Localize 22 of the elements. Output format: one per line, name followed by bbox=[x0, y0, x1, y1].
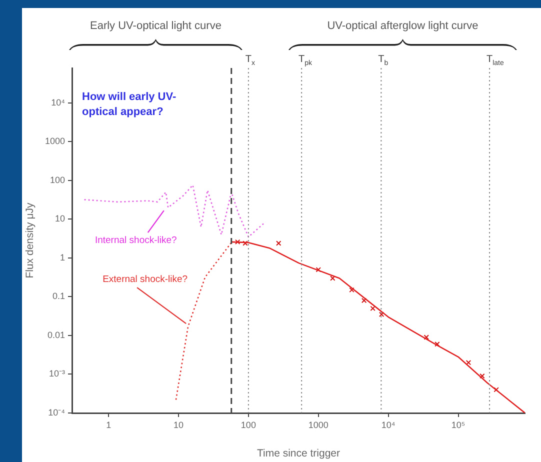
y-tick-label: 10 bbox=[54, 214, 65, 224]
x-axis-title: Time since trigger bbox=[256, 448, 341, 460]
y-axis-title: Flux density μJy bbox=[24, 202, 36, 278]
y-tick-label: 100 bbox=[50, 174, 65, 185]
x-tick-label: 1 bbox=[106, 420, 112, 430]
y-tick-label: 0.01 bbox=[47, 330, 65, 340]
y-tick-label: 10⁻³ bbox=[48, 368, 65, 379]
y-tick-label: 1000 bbox=[44, 136, 65, 146]
x-tick-label: 1000 bbox=[308, 420, 328, 430]
text: Early UV-optical light curve bbox=[90, 20, 222, 32]
x-tick-label: 10⁵ bbox=[451, 420, 466, 430]
y-tick-label: 10⁴ bbox=[51, 97, 66, 108]
annotation: External shock-like? bbox=[102, 274, 188, 286]
text: UV-optical afterglow light curve bbox=[327, 20, 478, 32]
x-tick-label: 100 bbox=[240, 420, 256, 430]
y-tick-label: 1 bbox=[60, 252, 65, 262]
y-tick-label: 10⁻⁴ bbox=[48, 407, 66, 418]
x-tick-label: 10⁴ bbox=[381, 420, 396, 430]
x-tick-label: 10 bbox=[174, 420, 184, 430]
y-tick-label: 0.1 bbox=[52, 291, 65, 302]
annotation: How will early UV-optical appear? bbox=[82, 90, 178, 120]
annotation: Internal shock-like? bbox=[94, 235, 177, 246]
